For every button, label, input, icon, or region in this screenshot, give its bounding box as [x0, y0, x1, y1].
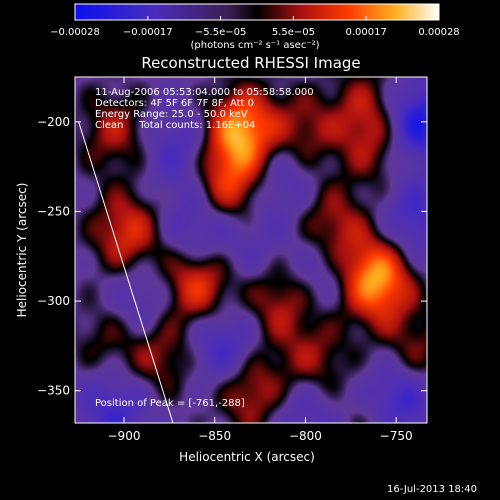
annotation-energy: Energy Range: 25.0 - 50.0 keV [95, 109, 248, 120]
colorbar-unit-label: (photons cm⁻² s⁻¹ asec⁻²) [190, 40, 319, 51]
heatmap-image [75, 77, 427, 423]
annotation-time: 11-Aug-2006 05:53:04.000 to 05:58:58.000 [95, 87, 314, 98]
colorbar [74, 3, 440, 21]
colorbar-ticks: −0.00028 −0.00017 −5.5e−05 5.5e−05 0.00017 0.… [50, 16, 460, 38]
y-tick-label: −300 [37, 294, 70, 308]
annotation-clean: Clean Total counts: 1.16E+04 [95, 120, 256, 131]
y-axis-label: Heliocentric Y (arcsec) [15, 183, 29, 318]
colorbar-tick-label: −0.00017 [123, 27, 173, 38]
colorbar-tick-label: 0.00028 [418, 27, 459, 38]
annotation-peak-position: Position of Peak = [-761,-288] [95, 398, 245, 409]
colorbar-tick-label: −5.5e−05 [195, 27, 247, 38]
x-tick-label: −850 [198, 429, 231, 443]
annotation-detectors: Detectors: 4F 5F 6F 7F 8F, Att 0 [95, 98, 255, 109]
x-tick-label: −750 [380, 429, 413, 443]
chart-title: Reconstructed RHESSI Image [141, 54, 360, 72]
x-tick-label: −800 [289, 429, 322, 443]
plot-frame [74, 76, 428, 424]
x-tick-label: −900 [108, 429, 141, 443]
x-axis-label: Heliocentric X (arcsec) [179, 450, 315, 464]
y-tick-label: −350 [37, 384, 70, 398]
axis-ticks: −900 −850 −800 −750 −350 −300 −250 −200 [37, 77, 427, 443]
footer-date: 16-Jul-2013 18:40 [387, 484, 478, 495]
y-tick-label: −200 [37, 115, 70, 129]
colorbar-tick-label: −0.00028 [50, 27, 100, 38]
colorbar-tick-label: 5.5e−05 [272, 27, 315, 38]
y-tick-label: −250 [37, 204, 70, 218]
solar-limb-line [78, 121, 174, 423]
colorbar-tick-label: 0.00017 [346, 27, 387, 38]
heatmap-plot-area [75, 77, 427, 423]
